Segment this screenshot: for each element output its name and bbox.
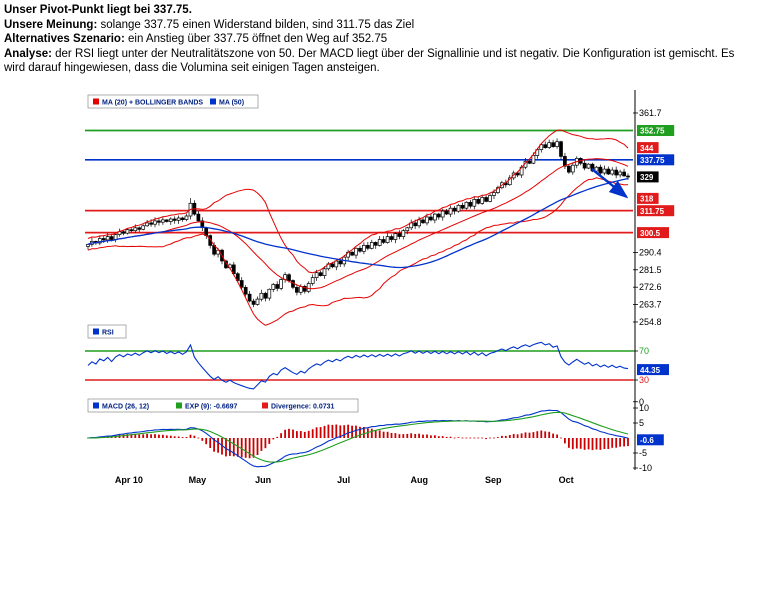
macd-legend: MACD (26, 12) EXP (9): -0.6697 Divergence:…: [87, 398, 359, 413]
alternative-scenario-label: Alternatives Szenario:: [4, 33, 125, 46]
opinion-label: Unsere Meinung:: [4, 18, 98, 31]
legend-label: MA (20) + BOLLINGER BANDS: [102, 100, 203, 107]
month-label-Jul: Jul: [337, 475, 350, 485]
analyse-label: Analyse:: [4, 47, 52, 60]
macd-current-badge: -0.6: [637, 434, 664, 446]
price-tick-290.4: 290.4: [639, 247, 662, 257]
legend-label: EXP (9): -0.6697: [185, 404, 238, 411]
alternative-scenario-text: ein Anstieg über 337.75 öffnet den Weg a…: [124, 33, 388, 46]
legend-swatch: [93, 402, 99, 409]
ma20-line: [87, 158, 629, 290]
technical-analysis-chart: 361.7 290.4 281.5 272.6 263.7 254.8 352.75 344 3…: [0, 88, 760, 505]
opinion-line: Unsere Meinung: solange 337.75 einen Wid…: [4, 18, 756, 33]
macd-tick--5: -5: [639, 448, 647, 458]
analysis-block: Unser Pivot-Punkt liegt bei 337.75. Unse…: [4, 3, 756, 76]
month-label-Jun: Jun: [255, 475, 271, 485]
macd-tick-10: 10: [639, 403, 649, 413]
forecast-arrow: [591, 168, 629, 199]
macd-line: [87, 409, 629, 468]
price-tick-281.5: 281.5: [639, 265, 662, 275]
price-tick-254.8: 254.8: [639, 317, 662, 327]
svg-text:344: 344: [640, 144, 654, 153]
month-label-Sep: Sep: [485, 475, 502, 485]
level-badge-311.75: 311.75: [637, 205, 675, 217]
macd-tick-5: 5: [639, 418, 644, 428]
legend-swatch: [176, 402, 182, 409]
pivot-text: Unser Pivot-Punkt liegt bei 337.75.: [4, 4, 192, 16]
legend-label: Divergence: 0.0731: [271, 404, 335, 411]
analyse-line: Analyse: der RSI liegt unter der Neutral…: [4, 47, 756, 76]
rsi-current-badge: 44.35: [637, 364, 669, 376]
bollinger-lower: [87, 177, 629, 326]
level-badge-300.5: 300.5: [637, 227, 669, 239]
candlesticks: [86, 138, 630, 308]
pivot-line: Unser Pivot-Punkt liegt bei 337.75.: [4, 3, 756, 18]
legend-swatch: [93, 98, 99, 105]
svg-text:352.75: 352.75: [640, 127, 665, 136]
level-badge-344: 344: [637, 142, 659, 154]
ma50-line: [87, 177, 629, 269]
x-axis-labels: Apr 10 May Jun Jul Aug Sep Oct: [115, 475, 574, 485]
month-label-Aug: Aug: [411, 475, 429, 485]
month-label-May: May: [189, 475, 207, 485]
legend-swatch: [93, 328, 99, 335]
rsi-tick-70: 70: [639, 346, 649, 356]
macd-tick--10: -10: [639, 463, 652, 473]
rsi-tick-30: 30: [639, 375, 649, 385]
level-badge-329: 329: [637, 171, 659, 183]
legend-swatch: [262, 402, 268, 409]
macd-signal-line: [87, 411, 629, 463]
chart-canvas: 361.7 290.4 281.5 272.6 263.7 254.8 352.75 344 3…: [85, 90, 675, 485]
opinion-text: solange 337.75 einen Widerstand bilden, …: [97, 18, 415, 31]
svg-text:318: 318: [640, 195, 654, 204]
svg-text:300.5: 300.5: [640, 229, 661, 238]
rsi-line: [87, 341, 629, 390]
level-badge-337.75: 337.75: [637, 154, 675, 166]
svg-text:-0.6: -0.6: [640, 436, 654, 445]
bollinger-upper: [87, 129, 629, 274]
price-tick-263.7: 263.7: [639, 300, 662, 310]
alternative-scenario-line: Alternatives Szenario: ein Anstieg über …: [4, 32, 756, 47]
legend-label: MA (50): [219, 100, 244, 107]
svg-text:44.35: 44.35: [640, 366, 661, 375]
legend-label: RSI: [102, 330, 114, 337]
level-badge-352.75: 352.75: [637, 125, 675, 136]
svg-text:311.75: 311.75: [640, 207, 665, 216]
legend-label: MACD (26, 12): [102, 404, 149, 411]
level-badge-318: 318: [637, 192, 659, 204]
price-tick-361.7: 361.7: [639, 108, 662, 118]
rsi-tick-0: 0: [639, 397, 644, 407]
month-label-Apr 10: Apr 10: [115, 475, 143, 485]
price-legend: MA (20) + BOLLINGER BANDS MA (50): [87, 94, 259, 109]
price-tick-272.6: 272.6: [639, 282, 662, 292]
rsi-legend: RSI: [87, 324, 127, 339]
svg-text:329: 329: [640, 173, 654, 182]
legend-swatch: [210, 98, 216, 105]
month-label-Oct: Oct: [559, 475, 574, 485]
analyse-text: der RSI liegt unter der Neutralitätszone…: [4, 47, 735, 75]
svg-text:337.75: 337.75: [640, 156, 665, 165]
